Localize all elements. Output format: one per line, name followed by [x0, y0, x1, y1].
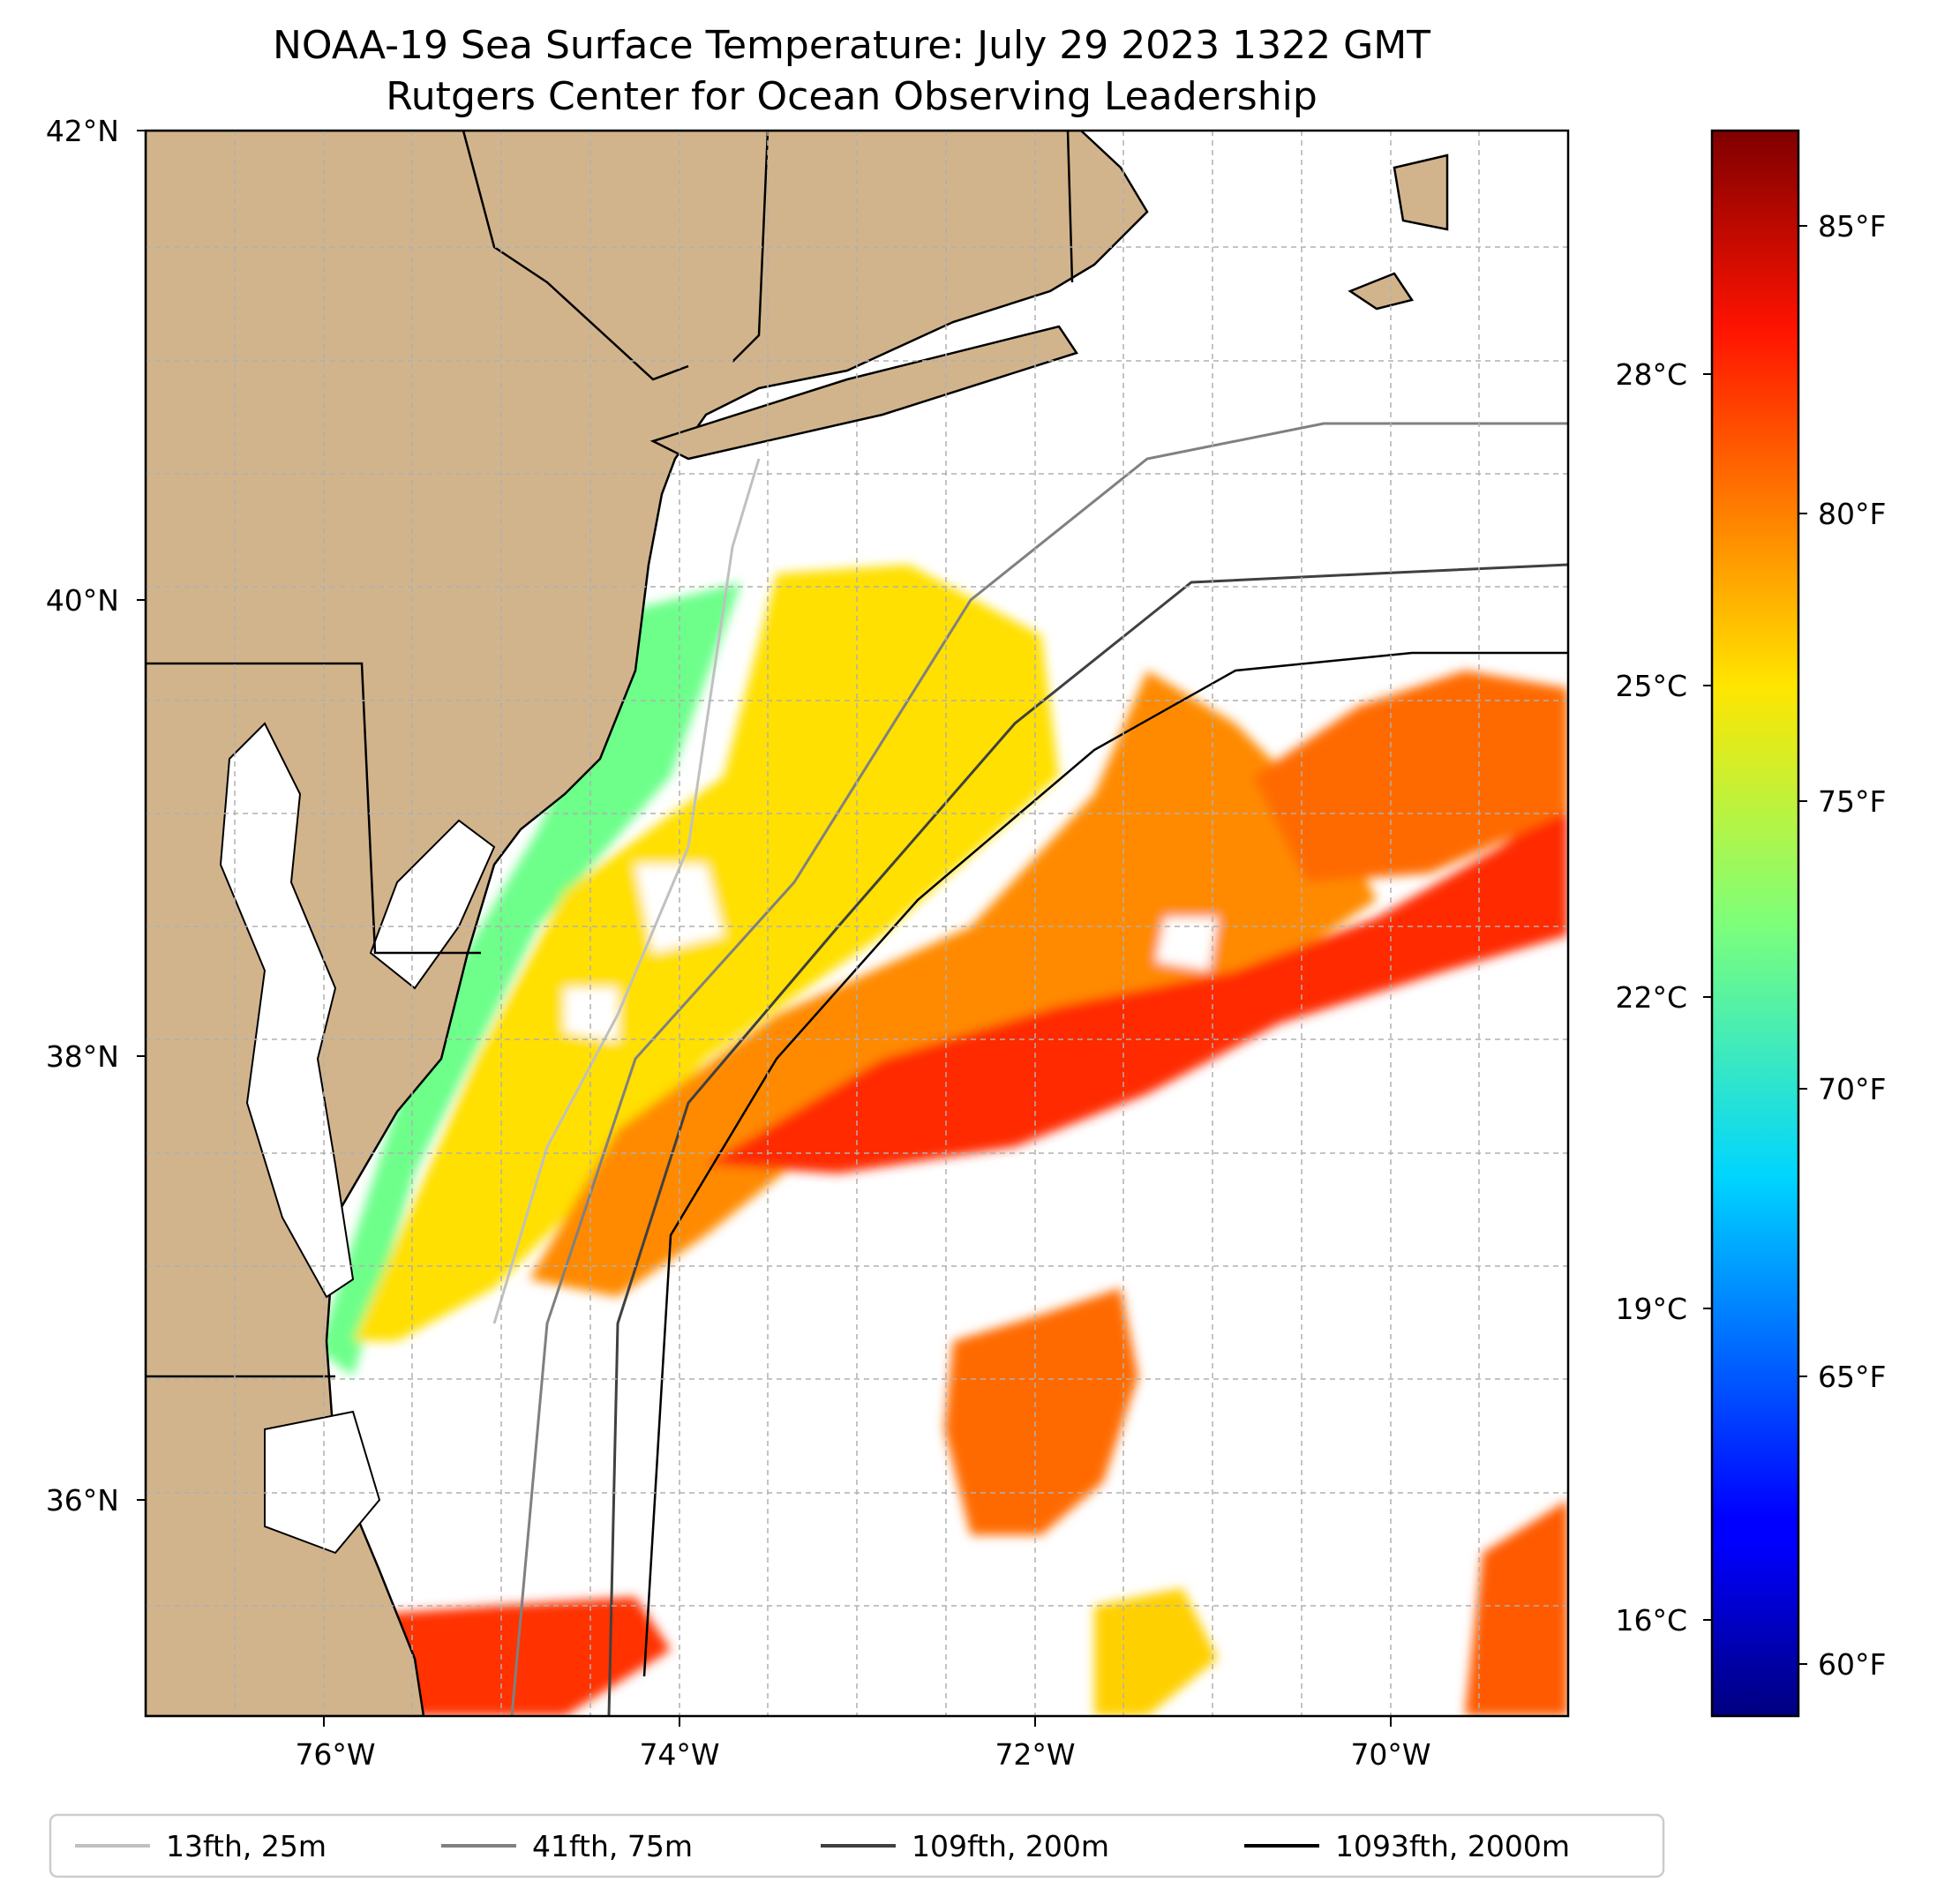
celsius-tick-label: 19°C — [1615, 1292, 1687, 1326]
state-borders — [146, 131, 1074, 1378]
fahrenheit-tick-label: 75°F — [1818, 784, 1886, 819]
lon-tick-label: 72°W — [995, 1737, 1075, 1772]
legend-label: 41fth, 75m — [532, 1829, 693, 1863]
bays — [219, 722, 496, 1555]
lat-tick-label: 40°N — [46, 583, 119, 618]
cloud-gap — [1156, 918, 1218, 971]
sst-southeast-patch — [1465, 1500, 1568, 1716]
isobath-2000m — [642, 651, 1568, 1677]
fahrenheit-tick-label: 85°F — [1818, 209, 1886, 244]
pamlico-sound — [264, 1410, 381, 1555]
border — [1066, 131, 1074, 283]
sst-south-yellow-patch — [1094, 1588, 1218, 1716]
border — [146, 662, 481, 955]
map-panel — [146, 131, 1568, 1716]
colorbar — [1710, 129, 1800, 1718]
lon-tick-label: 76°W — [295, 1737, 375, 1772]
legend: 13fth, 25m 41fth, 75m 109fth, 200m 1093f… — [49, 1813, 1665, 1878]
sst-southern-eddy — [944, 1288, 1138, 1535]
fahrenheit-tick-label: 80°F — [1818, 497, 1886, 531]
lat-tick-label: 36°N — [46, 1483, 119, 1518]
chesapeake-bay — [219, 722, 355, 1299]
celsius-tick-label: 16°C — [1615, 1603, 1687, 1638]
isobath-25m — [492, 458, 761, 1324]
sst-offshore-east — [1253, 671, 1568, 882]
colorbar-c-ticks — [1703, 373, 1712, 1621]
lon-tick-label: 70°W — [1350, 1737, 1430, 1772]
isobath-75m — [510, 422, 1568, 1716]
sst-field — [212, 565, 1568, 1716]
land-long-island — [649, 325, 1078, 461]
map-frame — [144, 129, 1570, 1718]
land — [146, 131, 1449, 1716]
border — [462, 131, 689, 381]
land-nantucket — [1348, 272, 1415, 311]
celsius-tick-label: 25°C — [1615, 669, 1687, 703]
fahrenheit-tick-label: 65°F — [1818, 1360, 1886, 1394]
border — [732, 131, 770, 363]
sst-shelf-warm — [353, 565, 1059, 1341]
legend-label: 109fth, 200m — [912, 1829, 1109, 1863]
celsius-tick-label: 22°C — [1615, 980, 1687, 1015]
legend-label: 1093fth, 2000m — [1335, 1829, 1570, 1863]
lon-ticks — [323, 1716, 1392, 1727]
fahrenheit-tick-label: 70°F — [1818, 1072, 1886, 1106]
gridlines — [146, 131, 1568, 1716]
cloud-gap — [565, 988, 618, 1041]
land-cape-cod — [1393, 154, 1449, 231]
colorbar-f-ticks — [1798, 225, 1807, 1665]
title-line-1: NOAA-19 Sea Surface Temperature: July 29… — [273, 23, 1430, 68]
celsius-tick-label: 28°C — [1615, 357, 1687, 392]
isobath-200m — [607, 563, 1568, 1716]
lat-tick-label: 42°N — [46, 114, 119, 148]
sst-slope-water — [529, 671, 1377, 1297]
fahrenheit-tick-label: 60°F — [1818, 1647, 1886, 1682]
sst-nearshore-cool — [318, 582, 741, 1376]
lon-tick-label: 74°W — [639, 1737, 719, 1772]
legend-label: 13fth, 25m — [166, 1829, 327, 1863]
sst-gulf-stream — [706, 794, 1568, 1173]
lat-ticks — [137, 130, 146, 1501]
title-line-2: Rutgers Center for Ocean Observing Leade… — [386, 74, 1318, 119]
lat-tick-label: 38°N — [46, 1039, 119, 1074]
